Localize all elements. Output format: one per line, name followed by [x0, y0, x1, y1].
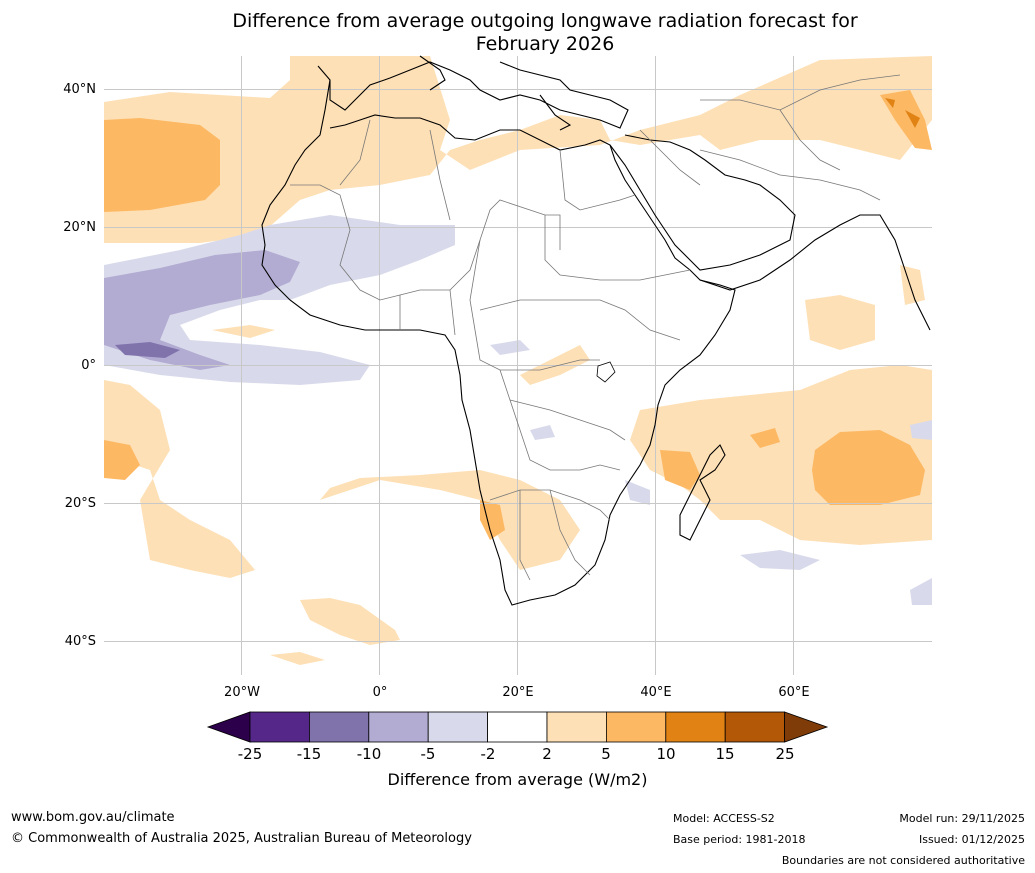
coastlines — [261, 55, 931, 606]
colorbar-bin — [308, 711, 370, 743]
country-borders — [290, 74, 901, 581]
lat-label: 0° — [81, 358, 96, 373]
colorbar-bin — [606, 711, 667, 743]
copyright-text: © Commonwealth of Australia 2025, Austra… — [11, 831, 472, 846]
gridlines — [104, 56, 932, 675]
lon-label: 60°E — [778, 685, 810, 700]
disclaimer-text: Boundaries are not considered authoritat… — [781, 854, 1025, 867]
issued-text: Issued: 01/12/2025 — [918, 833, 1025, 846]
website-link[interactable]: www.bom.gov.au/climate — [11, 810, 175, 825]
model-text: Model: ACCESS-S2 — [673, 812, 775, 825]
colorbar-tick-label: -10 — [356, 745, 382, 763]
title-line-2: February 2026 — [475, 33, 615, 55]
colorbar-tick-label: 2 — [542, 745, 552, 763]
colorbar-bin — [487, 711, 548, 743]
colorbar-arrow-below — [206, 711, 251, 743]
title-line-1: Difference from average outgoing longwav… — [232, 10, 858, 32]
colorbar-tick-label: -5 — [420, 745, 436, 763]
model-run-text: Model run: 29/11/2025 — [899, 812, 1025, 825]
colorbar-tick-label: -2 — [480, 745, 496, 763]
colorbar-bin — [724, 711, 786, 743]
lakes — [596, 361, 616, 383]
chart-title: Difference from average outgoing longwav… — [150, 10, 940, 56]
lon-label: 40°E — [640, 685, 672, 700]
colorbar-bin — [546, 711, 607, 743]
lat-label: 20°S — [64, 496, 96, 511]
colorbar-bin — [427, 711, 489, 743]
anomaly-positive-regions — [104, 56, 932, 665]
colorbar-tick-label: -15 — [296, 745, 322, 763]
colorbar-tick-label: 25 — [775, 745, 795, 763]
anomaly-negative-regions — [104, 215, 932, 605]
lat-label: 40°N — [63, 82, 96, 97]
colorbar-tick-label: 5 — [601, 745, 611, 763]
colorbar-arrow-above — [784, 711, 829, 743]
colorbar-bin — [249, 711, 310, 743]
lon-label: 20°E — [502, 685, 534, 700]
colorbar-tick-label: 15 — [715, 745, 735, 763]
base-period-text: Base period: 1981-2018 — [673, 833, 806, 846]
colorbar-tick-label: 10 — [656, 745, 676, 763]
colorbar-tick-label: -25 — [237, 745, 263, 763]
lon-label: 0° — [372, 685, 388, 700]
lon-label: 20°W — [224, 685, 260, 700]
colorbar-bin — [368, 711, 429, 743]
map-plot — [104, 55, 932, 675]
colorbar-label: Difference from average (W/m2) — [387, 770, 648, 789]
lat-label: 20°N — [63, 220, 96, 235]
colorbar — [206, 711, 829, 743]
colorbar-bin — [665, 711, 726, 743]
lat-label: 40°S — [64, 634, 96, 649]
